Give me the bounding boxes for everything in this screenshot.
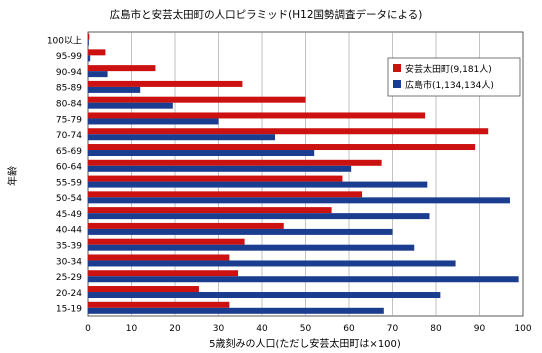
bar-akiota (88, 96, 306, 103)
bar-hiroshima (88, 276, 519, 283)
bar-hiroshima (88, 55, 91, 62)
bar-hiroshima (88, 213, 430, 220)
legend-swatch (393, 64, 401, 72)
bar-hiroshima (88, 244, 415, 251)
bar-akiota (88, 254, 230, 261)
y-tick-label: 25-29 (56, 273, 82, 283)
bar-hiroshima (88, 260, 456, 267)
y-tick-label: 50-54 (56, 194, 82, 204)
bar-hiroshima (88, 181, 428, 188)
x-tick-label: 40 (256, 324, 268, 334)
bar-akiota (88, 112, 426, 119)
bar-akiota (88, 301, 230, 308)
y-tick-label: 55-59 (56, 178, 82, 188)
bar-hiroshima (88, 165, 352, 172)
legend-swatch (393, 80, 401, 88)
x-tick-label: 100 (514, 324, 531, 334)
y-tick-label: 35-39 (56, 242, 82, 252)
bar-akiota (88, 65, 156, 72)
bar-akiota (88, 80, 243, 87)
bar-akiota (88, 128, 489, 135)
y-tick-label: 45-49 (56, 210, 82, 220)
y-tick-label: 95-99 (56, 52, 82, 62)
bar-hiroshima (88, 292, 441, 299)
y-tick-label: 15-19 (56, 305, 82, 315)
x-tick-label: 50 (300, 324, 312, 334)
bar-akiota (88, 270, 239, 277)
x-tick-label: 70 (387, 324, 399, 334)
x-tick-label: 60 (343, 324, 355, 334)
bar-hiroshima (88, 197, 510, 204)
x-axis-label: 5歳刻みの人口(ただし安芸太田町は×100) (209, 337, 401, 350)
x-tick-label: 20 (169, 324, 181, 334)
bar-hiroshima (88, 134, 276, 141)
bar-akiota (88, 144, 476, 151)
bar-hiroshima (88, 307, 384, 314)
y-tick-label: 100以上 (47, 35, 82, 46)
x-tick-label: 10 (126, 324, 138, 334)
legend: 安芸太田町(9,181人) 広島市(1,134,134人) (387, 57, 521, 97)
bar-akiota (88, 286, 199, 293)
y-tick-label: 85-89 (56, 84, 82, 94)
legend-box (387, 57, 521, 97)
bar-akiota (88, 222, 284, 229)
bar-hiroshima (88, 150, 315, 157)
bar-akiota (88, 207, 332, 214)
y-tick-label: 20-24 (56, 289, 82, 299)
y-tick-label: 75-79 (56, 115, 82, 125)
bar-akiota (88, 49, 106, 56)
y-tick-label: 65-69 (56, 147, 82, 157)
x-tick-label: 30 (213, 324, 225, 334)
y-axis-label: 年齢 (6, 166, 19, 186)
bar-akiota (88, 191, 363, 198)
y-tick-label: 80-84 (56, 100, 82, 110)
y-tick-label: 40-44 (56, 226, 82, 236)
bar-akiota (88, 159, 382, 166)
x-tick-label: 90 (474, 324, 486, 334)
bar-hiroshima (88, 228, 393, 235)
y-tick-label: 60-64 (56, 163, 82, 173)
bar-hiroshima (88, 86, 141, 93)
y-tick-label: 30-34 (56, 257, 82, 267)
bar-akiota (88, 175, 343, 182)
y-tick-label: 90-94 (56, 68, 82, 78)
bar-hiroshima (88, 102, 173, 109)
chart-title: 広島市と安芸太田町の人口ピラミッド(H12国勢調査データによる) (110, 8, 423, 21)
bar-hiroshima (88, 118, 219, 125)
x-tick-label: 0 (85, 324, 91, 334)
bar-akiota (88, 33, 90, 40)
x-tick-label: 80 (430, 324, 442, 334)
legend-label: 安芸太田町(9,181人) (405, 63, 492, 75)
bar-hiroshima (88, 71, 108, 78)
bar-akiota (88, 238, 245, 245)
legend-label: 広島市(1,134,134人) (405, 79, 494, 91)
y-tick-label: 70-74 (56, 131, 82, 141)
bar-hiroshima (88, 39, 89, 46)
